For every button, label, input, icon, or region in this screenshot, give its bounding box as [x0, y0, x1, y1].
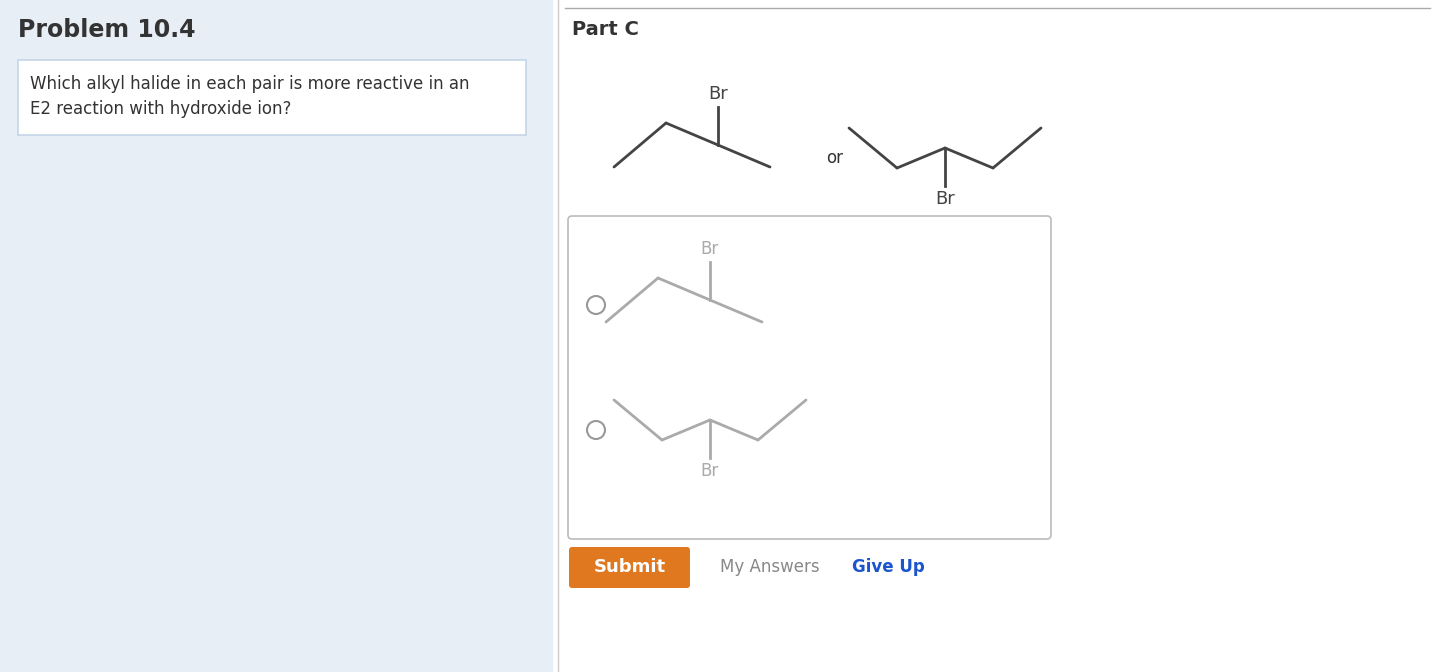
Text: Which alkyl halide in each pair is more reactive in an: Which alkyl halide in each pair is more …: [30, 75, 470, 93]
Text: or: or: [827, 149, 843, 167]
Bar: [0, 0, 553, 672]
FancyBboxPatch shape: [569, 547, 691, 588]
Text: Br: Br: [701, 462, 719, 480]
Text: Part C: Part C: [572, 20, 639, 39]
Text: E2 reaction with hydroxide ion?: E2 reaction with hydroxide ion?: [30, 100, 292, 118]
Text: Br: Br: [708, 85, 728, 103]
Text: Br: Br: [935, 190, 955, 208]
FancyBboxPatch shape: [19, 60, 526, 135]
Text: Give Up: Give Up: [852, 558, 925, 576]
Text: Br: Br: [701, 240, 719, 258]
Text: Problem 10.4: Problem 10.4: [19, 18, 195, 42]
Text: Submit: Submit: [595, 558, 666, 576]
FancyBboxPatch shape: [569, 216, 1051, 539]
Text: My Answers: My Answers: [719, 558, 820, 576]
